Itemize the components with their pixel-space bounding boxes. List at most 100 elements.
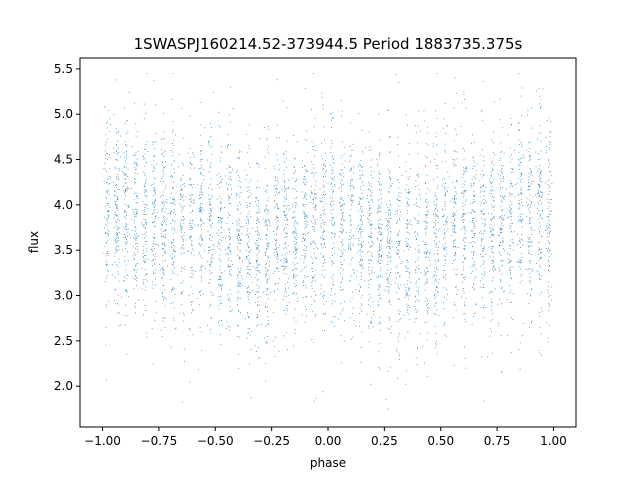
data-point [380, 263, 382, 264]
data-point [435, 164, 437, 166]
data-point [342, 225, 343, 226]
data-point [426, 310, 428, 311]
data-point [501, 229, 503, 230]
data-point [414, 306, 416, 307]
data-point [199, 304, 200, 306]
data-point [143, 282, 144, 284]
data-point [311, 263, 313, 264]
data-point [256, 244, 258, 246]
data-point [399, 215, 401, 217]
data-point [462, 273, 463, 275]
data-point [547, 250, 548, 252]
data-point [275, 218, 277, 220]
data-point [538, 254, 540, 255]
data-point [259, 264, 261, 266]
data-point [220, 296, 222, 298]
data-point [322, 232, 324, 234]
data-point [230, 144, 231, 146]
data-point [423, 220, 425, 222]
data-point [133, 167, 135, 169]
data-point [184, 231, 186, 233]
data-point [465, 199, 467, 201]
data-point [107, 159, 108, 160]
data-point [305, 246, 307, 247]
data-point [465, 367, 467, 369]
data-point [380, 190, 382, 191]
data-point [471, 185, 472, 186]
data-point [528, 176, 530, 178]
data-point [294, 222, 295, 224]
data-point [126, 353, 128, 355]
data-point [180, 224, 182, 226]
data-point [237, 246, 238, 248]
data-point [539, 215, 541, 217]
data-point [137, 263, 139, 264]
data-point [304, 213, 306, 215]
data-point [368, 131, 370, 133]
data-point [445, 336, 447, 338]
data-point [126, 189, 128, 191]
data-point [465, 168, 467, 170]
data-point [306, 219, 307, 221]
data-point [303, 285, 304, 287]
data-point [539, 352, 541, 354]
data-point [315, 180, 317, 182]
data-point [248, 251, 250, 253]
data-point [360, 361, 362, 363]
data-point [181, 108, 183, 109]
data-point [323, 256, 324, 257]
data-point [351, 297, 353, 299]
data-point [310, 201, 312, 203]
data-point [153, 165, 155, 167]
data-point [507, 134, 509, 136]
data-point [508, 211, 510, 213]
data-point [371, 240, 372, 242]
data-point [343, 259, 345, 261]
data-point [500, 335, 502, 336]
data-point [435, 314, 436, 315]
data-point [420, 198, 421, 200]
data-point [349, 169, 351, 171]
data-point [425, 257, 426, 258]
data-point [501, 167, 503, 169]
data-point [426, 228, 428, 229]
data-point [208, 282, 209, 284]
data-point [209, 204, 211, 205]
data-point [531, 170, 533, 172]
data-point [248, 317, 249, 318]
data-point [295, 244, 297, 245]
data-point [482, 239, 484, 240]
data-point [276, 257, 278, 259]
data-point [304, 266, 305, 268]
data-point [529, 157, 530, 159]
data-point [416, 259, 418, 261]
data-point [370, 297, 371, 299]
data-point [331, 119, 332, 121]
data-point [237, 233, 239, 235]
data-point [368, 259, 369, 261]
data-point [370, 259, 371, 261]
data-point [276, 79, 278, 81]
data-point [437, 291, 438, 292]
data-point [396, 223, 398, 224]
data-point [344, 160, 346, 162]
data-point [426, 305, 427, 306]
data-point [436, 287, 438, 289]
data-point [360, 265, 362, 267]
data-point [399, 200, 401, 201]
data-point [521, 252, 522, 254]
data-point [295, 230, 297, 232]
data-point [117, 216, 119, 218]
data-point [170, 223, 172, 224]
data-point [320, 227, 322, 228]
data-point [312, 164, 314, 166]
data-point [442, 244, 444, 246]
data-point [221, 227, 223, 229]
data-point [342, 308, 344, 310]
data-point [265, 326, 266, 327]
data-point [333, 204, 335, 205]
data-point [549, 249, 550, 251]
data-point [491, 234, 493, 236]
data-point [417, 348, 418, 350]
data-point [305, 169, 307, 171]
